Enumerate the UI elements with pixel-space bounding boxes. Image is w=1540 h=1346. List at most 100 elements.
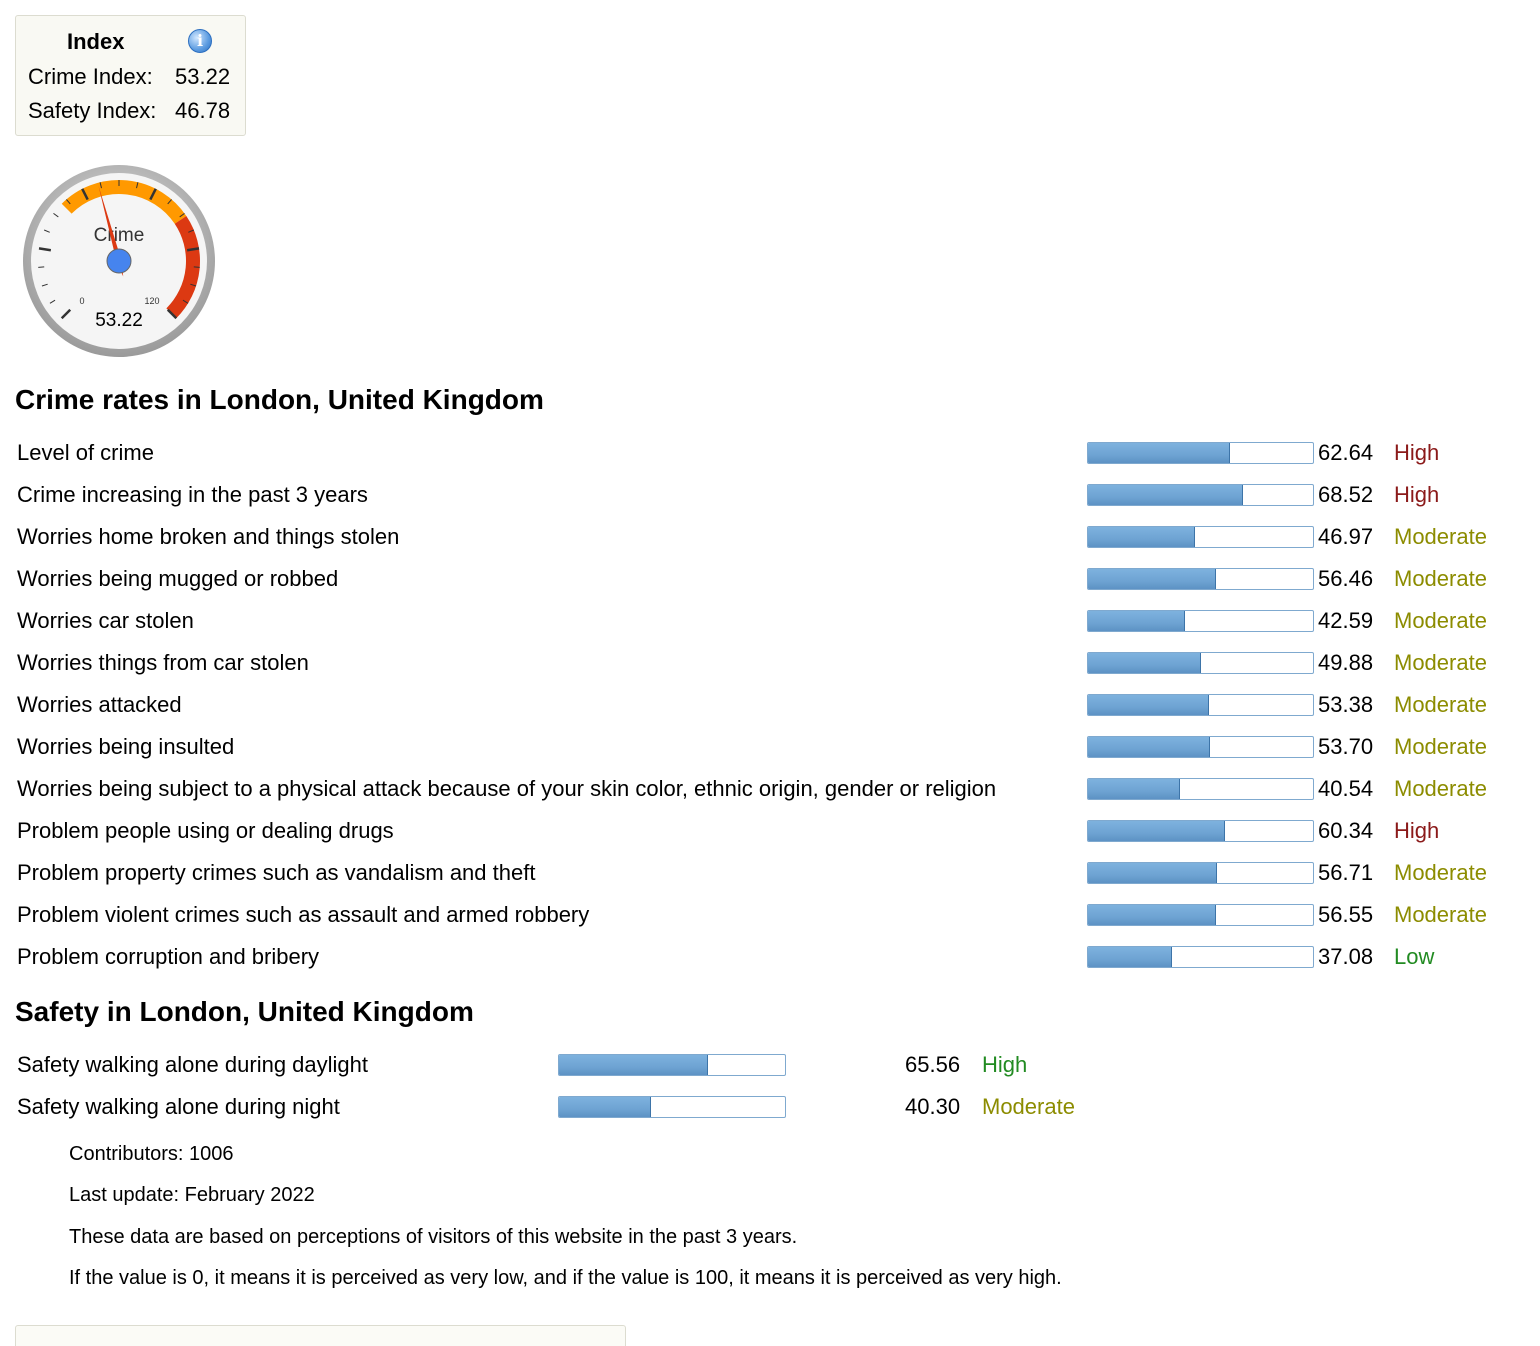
note-perceptions: These data are based on perceptions of v…: [69, 1226, 797, 1249]
crime-row-label: Worries things from car stolen: [17, 650, 309, 676]
crime-row-bar-fill: [1088, 863, 1217, 883]
crime-row-label: Worries being subject to a physical atta…: [17, 776, 996, 802]
crime-row-value: 56.71: [1318, 860, 1373, 886]
crime-index-value: 53.22: [175, 64, 230, 90]
crime-row-label: Worries home broken and things stolen: [17, 524, 399, 550]
safety-row-level: High: [982, 1052, 1027, 1078]
crime-row-label: Problem people using or dealing drugs: [17, 818, 394, 844]
crime-row: Worries being insulted 53.70 Moderate: [0, 734, 1540, 776]
crime-row-bar-fill: [1088, 779, 1180, 799]
crime-row-level: High: [1394, 440, 1439, 466]
crime-row-bar: [1087, 526, 1314, 548]
crime-row-value: 60.34: [1318, 818, 1373, 844]
safety-row-value: 65.56: [905, 1052, 960, 1078]
crime-row-level: Moderate: [1394, 860, 1487, 886]
crime-row-value: 62.64: [1318, 440, 1373, 466]
crime-row: Problem people using or dealing drugs 60.…: [0, 818, 1540, 860]
crime-row-bar-fill: [1088, 569, 1216, 589]
gauge-value-text: 53.22: [95, 310, 143, 331]
crime-row-level: Moderate: [1394, 650, 1487, 676]
crime-row: Problem corruption and bribery 37.08 Low: [0, 944, 1540, 986]
note-scale: If the value is 0, it means it is percei…: [69, 1267, 1062, 1290]
crime-row-value: 68.52: [1318, 482, 1373, 508]
gauge-label: Crime: [94, 225, 145, 246]
gauge-min-label: 0: [79, 296, 84, 306]
crime-row: Crime increasing in the past 3 years 68.5…: [0, 482, 1540, 524]
crime-row-label: Problem corruption and bribery: [17, 944, 319, 970]
crime-row: Problem violent crimes such as assault a…: [0, 902, 1540, 944]
crime-row-bar-fill: [1088, 737, 1210, 757]
crime-row-level: Moderate: [1394, 902, 1487, 928]
crime-row-label: Problem violent crimes such as assault a…: [17, 902, 589, 928]
crime-row-bar: [1087, 904, 1314, 926]
crime-row-bar: [1087, 694, 1314, 716]
crime-row-bar: [1087, 736, 1314, 758]
last-update-text: Last update: February 2022: [69, 1184, 315, 1207]
crime-index-label: Crime Index:: [28, 64, 153, 89]
crime-row-level: Moderate: [1394, 776, 1487, 802]
crime-row-label: Level of crime: [17, 440, 154, 466]
crime-row-value: 56.55: [1318, 902, 1373, 928]
crime-row-bar: [1087, 946, 1314, 968]
safety-section-title: Safety in London, United Kingdom: [15, 996, 474, 1028]
info-icon[interactable]: i: [188, 29, 212, 53]
crime-row-bar-fill: [1088, 443, 1230, 463]
crime-section-title: Crime rates in London, United Kingdom: [15, 384, 544, 416]
crime-row: Worries things from car stolen 49.88 Moder…: [0, 650, 1540, 692]
crime-row-level: High: [1394, 818, 1439, 844]
crime-row-bar: [1087, 442, 1314, 464]
crime-row-bar-fill: [1088, 695, 1209, 715]
contributors-text: Contributors: 1006: [69, 1143, 234, 1166]
crime-row-value: 53.70: [1318, 734, 1373, 760]
gauge-max-label: 120: [144, 296, 159, 306]
crime-row: Worries being subject to a physical atta…: [0, 776, 1540, 818]
crime-row-bar: [1087, 484, 1314, 506]
crime-row-bar: [1087, 778, 1314, 800]
crime-row-value: 53.38: [1318, 692, 1373, 718]
crime-row-value: 37.08: [1318, 944, 1373, 970]
safety-row-bar: [558, 1054, 786, 1076]
safety-index-line: Safety Index: 46.78: [28, 98, 156, 124]
crime-row-bar-fill: [1088, 905, 1216, 925]
safety-index-value: 46.78: [175, 98, 230, 124]
crime-row-level: Moderate: [1394, 608, 1487, 634]
crime-row: Level of crime 62.64 High: [0, 440, 1540, 482]
safety-row-level: Moderate: [982, 1094, 1075, 1120]
crime-row-value: 56.46: [1318, 566, 1373, 592]
crime-row-level: High: [1394, 482, 1439, 508]
safety-row-bar: [558, 1096, 786, 1118]
crime-row: Problem property crimes such as vandalis…: [0, 860, 1540, 902]
crime-row: Worries car stolen 42.59 Moderate: [0, 608, 1540, 650]
safety-index-label: Safety Index:: [28, 98, 156, 123]
crime-row-bar-fill: [1088, 947, 1172, 967]
gauge-hub: [107, 249, 131, 273]
crime-row-value: 40.54: [1318, 776, 1373, 802]
safety-row-value: 40.30: [905, 1094, 960, 1120]
safety-row-bar-fill: [559, 1055, 708, 1075]
crime-row-bar: [1087, 568, 1314, 590]
crime-row-value: 49.88: [1318, 650, 1373, 676]
crime-row-bar: [1087, 652, 1314, 674]
crime-row-bar: [1087, 820, 1314, 842]
crime-row-value: 42.59: [1318, 608, 1373, 634]
crime-row-level: Low: [1394, 944, 1434, 970]
crime-row-bar-fill: [1088, 611, 1185, 631]
crime-row: Worries home broken and things stolen 46.…: [0, 524, 1540, 566]
safety-row-bar-fill: [559, 1097, 651, 1117]
crime-index-line: Crime Index: 53.22: [28, 64, 153, 90]
safety-row: Safety walking alone during night 40.30 Mo…: [0, 1094, 1540, 1136]
crime-row-value: 46.97: [1318, 524, 1373, 550]
crime-row-bar-fill: [1088, 527, 1195, 547]
crime-row-label: Crime increasing in the past 3 years: [17, 482, 368, 508]
crime-row-level: Moderate: [1394, 692, 1487, 718]
crime-row-label: Worries being insulted: [17, 734, 234, 760]
crime-row-label: Worries car stolen: [17, 608, 194, 634]
crime-row-level: Moderate: [1394, 734, 1487, 760]
crime-row-label: Worries attacked: [17, 692, 182, 718]
crime-row-bar: [1087, 610, 1314, 632]
safety-row-label: Safety walking alone during night: [17, 1094, 340, 1120]
index-title: Index: [67, 29, 124, 55]
crime-row-level: Moderate: [1394, 566, 1487, 592]
